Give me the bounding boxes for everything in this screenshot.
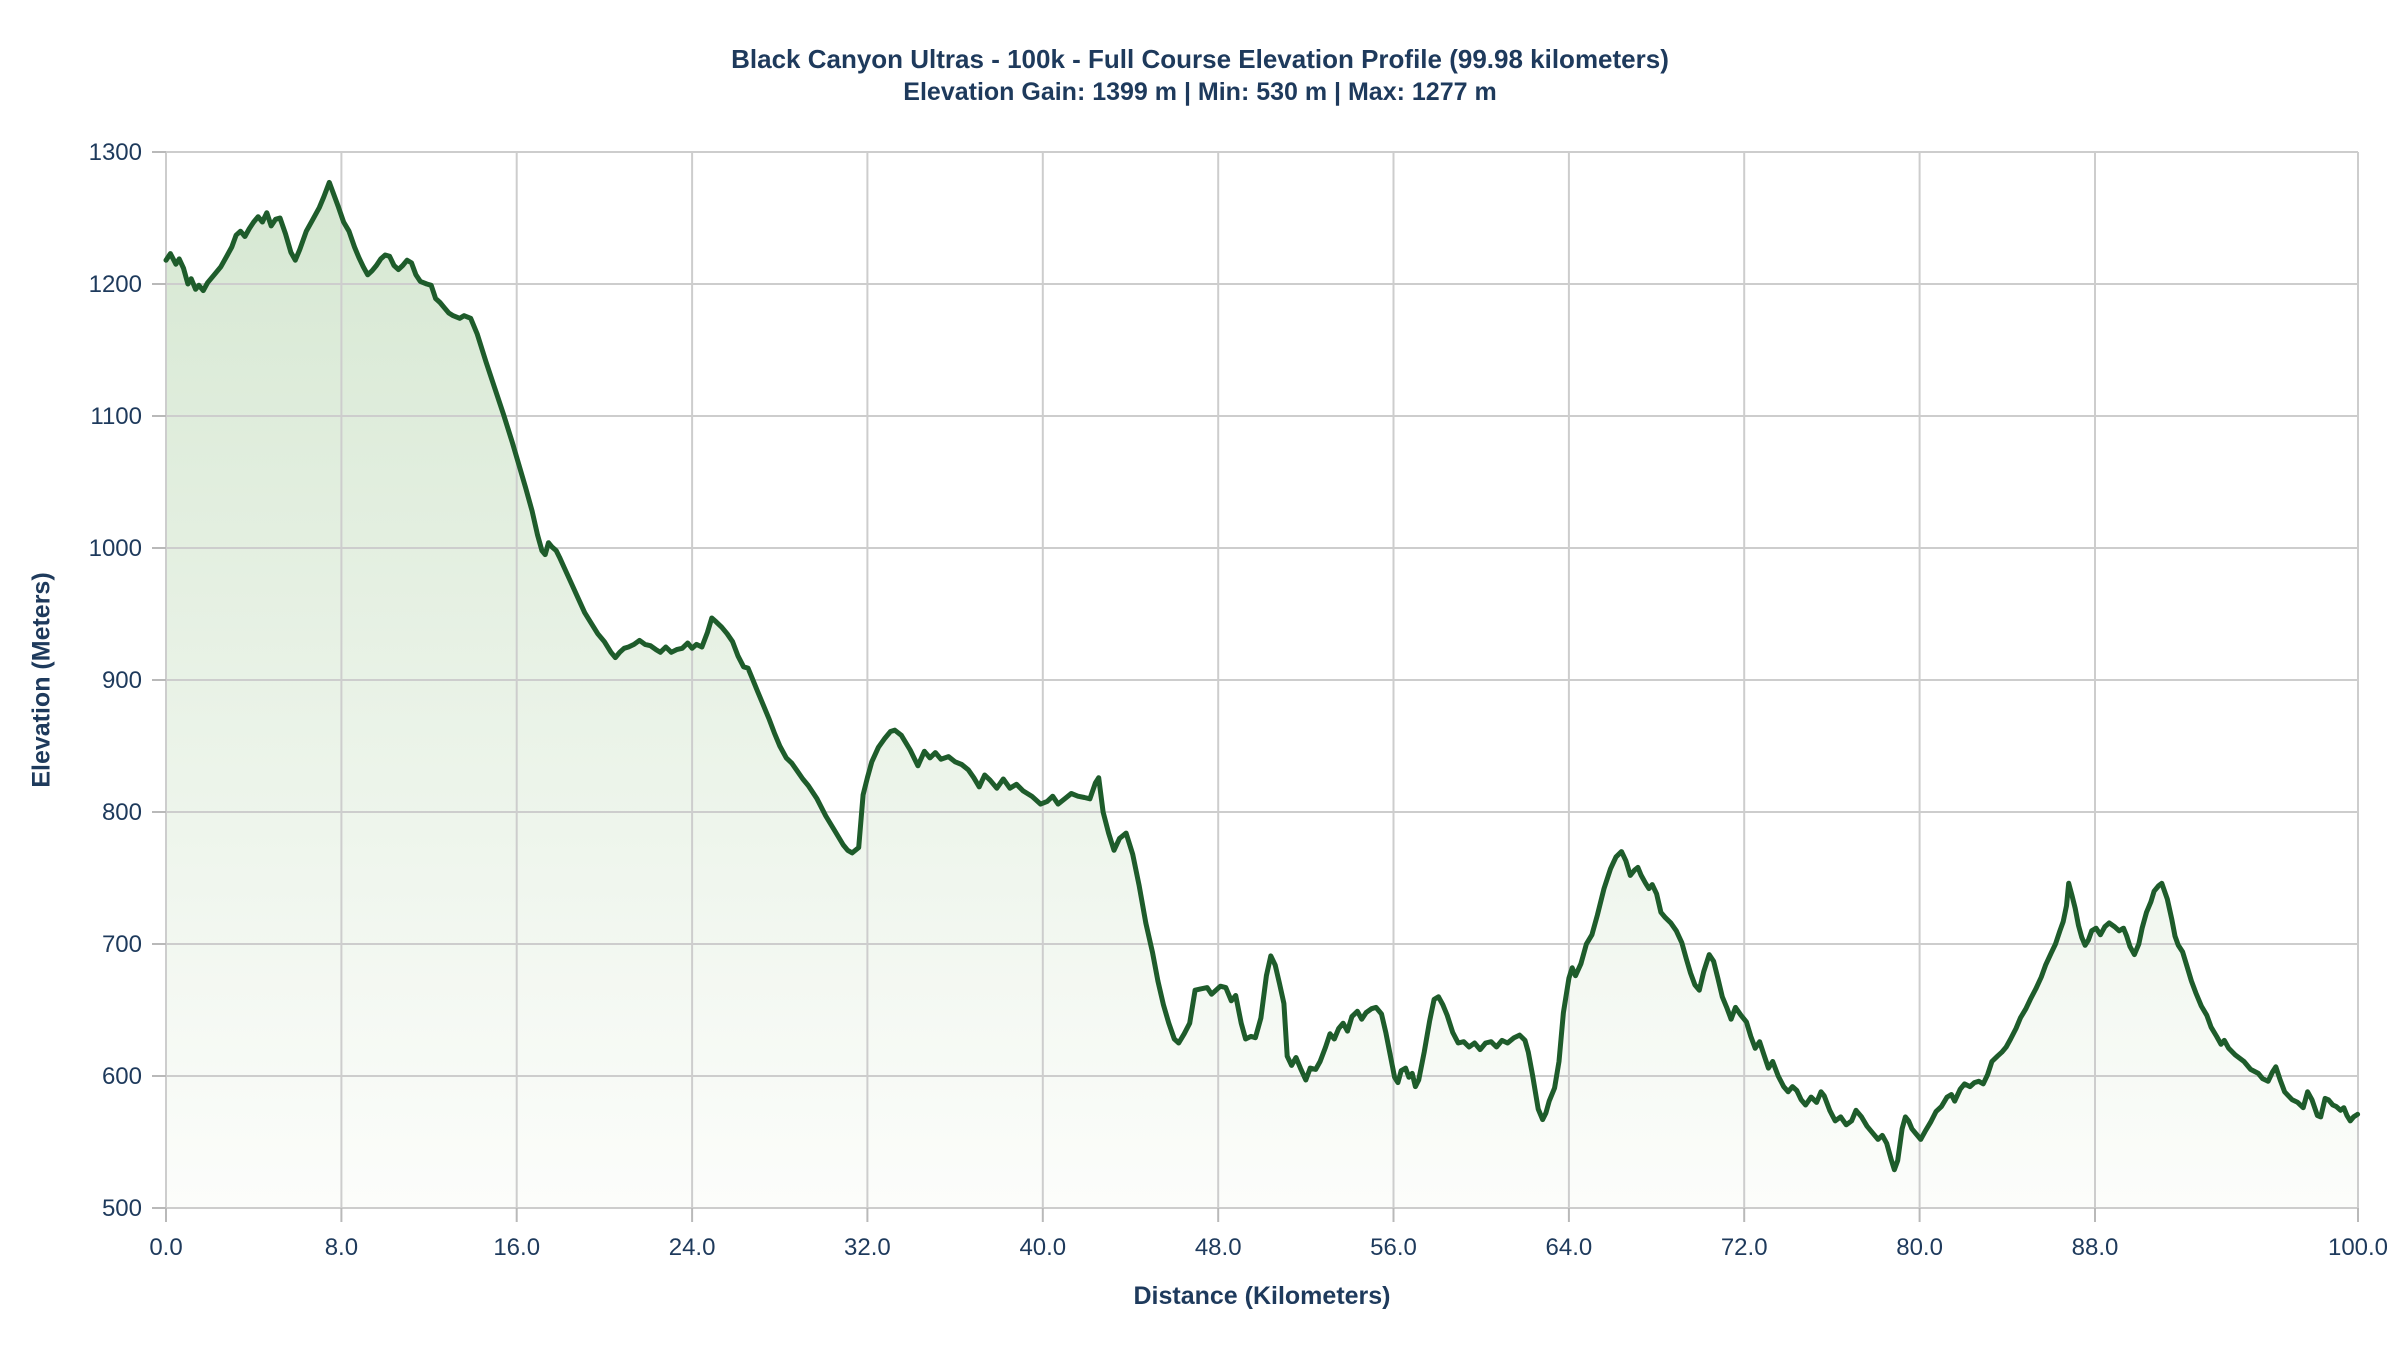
gridlines bbox=[165, 151, 2359, 1209]
svg-text:0.0: 0.0 bbox=[149, 1234, 182, 1261]
svg-text:500: 500 bbox=[102, 1195, 142, 1222]
svg-text:48.0: 48.0 bbox=[1195, 1234, 1242, 1261]
svg-text:24.0: 24.0 bbox=[669, 1234, 716, 1261]
svg-text:64.0: 64.0 bbox=[1546, 1234, 1593, 1261]
svg-text:1100: 1100 bbox=[90, 403, 142, 430]
svg-text:1300: 1300 bbox=[89, 139, 142, 166]
svg-text:88.0: 88.0 bbox=[2072, 1234, 2119, 1261]
svg-text:16.0: 16.0 bbox=[493, 1234, 540, 1261]
svg-text:32.0: 32.0 bbox=[844, 1234, 891, 1261]
chart-title: Black Canyon Ultras - 100k - Full Course… bbox=[731, 44, 1669, 74]
svg-text:100.0: 100.0 bbox=[2328, 1234, 2388, 1261]
elevation-area bbox=[166, 182, 2358, 1208]
elevation-line bbox=[163, 179, 2361, 1173]
svg-text:80.0: 80.0 bbox=[1896, 1234, 1943, 1261]
y-tick-labels: 500 600 700 800 900 1000 1100 1200 1300 bbox=[89, 139, 142, 1222]
svg-text:72.0: 72.0 bbox=[1721, 1234, 1768, 1261]
svg-text:900: 900 bbox=[102, 667, 142, 694]
svg-text:800: 800 bbox=[102, 799, 142, 826]
svg-text:56.0: 56.0 bbox=[1370, 1234, 1417, 1261]
svg-text:600: 600 bbox=[102, 1063, 142, 1090]
x-tick-labels: 0.0 8.0 16.0 24.0 32.0 40.0 48.0 56.0 64.0 72.0 80… bbox=[149, 1234, 2388, 1261]
svg-text:700: 700 bbox=[102, 931, 142, 958]
svg-text:1200: 1200 bbox=[89, 271, 142, 298]
x-axis-label: Distance (Kilometers) bbox=[1133, 1282, 1391, 1310]
svg-text:8.0: 8.0 bbox=[325, 1234, 358, 1261]
svg-text:1000: 1000 bbox=[89, 535, 142, 562]
svg-text:40.0: 40.0 bbox=[1019, 1234, 1066, 1261]
tick-marks bbox=[152, 151, 2359, 1222]
chart-subtitle: Elevation Gain: 1399 m | Min: 530 m | Ma… bbox=[903, 78, 1497, 106]
